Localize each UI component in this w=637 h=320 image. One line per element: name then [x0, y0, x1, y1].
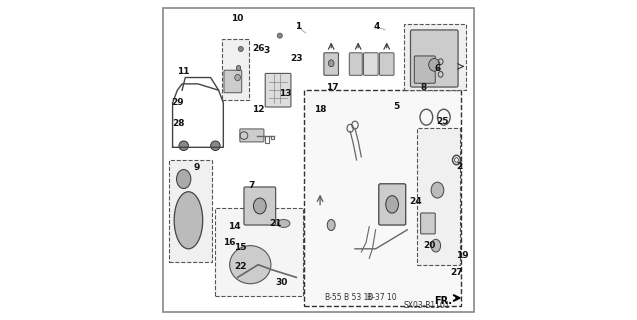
Text: B-55: B-55	[324, 293, 341, 302]
Circle shape	[277, 33, 282, 38]
Text: 9: 9	[193, 164, 199, 172]
Text: 30: 30	[276, 278, 288, 287]
Circle shape	[238, 46, 243, 52]
Ellipse shape	[230, 246, 271, 284]
Ellipse shape	[277, 220, 290, 228]
Ellipse shape	[176, 170, 191, 188]
FancyBboxPatch shape	[215, 208, 303, 296]
Ellipse shape	[328, 60, 334, 67]
Ellipse shape	[429, 59, 440, 71]
Ellipse shape	[235, 74, 240, 81]
Text: 10: 10	[231, 14, 244, 23]
Text: 26: 26	[252, 44, 264, 53]
Text: 20: 20	[424, 241, 436, 250]
Text: 7: 7	[248, 181, 255, 190]
Text: 16: 16	[224, 238, 236, 247]
Text: 12: 12	[252, 105, 264, 114]
Text: 19: 19	[457, 251, 469, 260]
Text: B-37 10: B-37 10	[367, 293, 397, 302]
FancyBboxPatch shape	[379, 184, 406, 225]
Text: SX03-B1101: SX03-B1101	[403, 301, 450, 310]
FancyBboxPatch shape	[169, 160, 212, 261]
FancyBboxPatch shape	[364, 53, 378, 75]
Text: 5: 5	[393, 101, 399, 111]
FancyBboxPatch shape	[244, 187, 276, 225]
Text: 29: 29	[171, 99, 183, 108]
FancyBboxPatch shape	[163, 8, 474, 312]
Text: 6: 6	[434, 63, 441, 73]
FancyBboxPatch shape	[240, 129, 264, 142]
Text: 21: 21	[269, 219, 282, 228]
Text: 2: 2	[457, 162, 463, 171]
Text: 1: 1	[295, 22, 301, 31]
FancyBboxPatch shape	[265, 73, 291, 107]
Text: 17: 17	[327, 83, 339, 92]
FancyBboxPatch shape	[404, 24, 466, 90]
Ellipse shape	[431, 182, 444, 198]
FancyBboxPatch shape	[349, 53, 362, 75]
Text: 14: 14	[228, 222, 241, 231]
Circle shape	[211, 141, 220, 150]
Circle shape	[179, 141, 189, 150]
Text: 28: 28	[173, 119, 185, 128]
Text: 8: 8	[420, 83, 426, 92]
FancyBboxPatch shape	[222, 39, 248, 100]
FancyBboxPatch shape	[414, 56, 435, 83]
Text: FR.: FR.	[434, 296, 452, 306]
FancyBboxPatch shape	[420, 213, 435, 234]
Ellipse shape	[386, 196, 398, 213]
Ellipse shape	[236, 66, 241, 70]
Text: 3: 3	[263, 46, 269, 55]
Text: 13: 13	[279, 89, 292, 98]
Text: 23: 23	[290, 54, 303, 63]
FancyBboxPatch shape	[224, 70, 241, 93]
Text: 4: 4	[374, 22, 380, 31]
Ellipse shape	[431, 239, 441, 252]
Text: 25: 25	[436, 117, 448, 126]
Text: 22: 22	[234, 262, 247, 271]
FancyBboxPatch shape	[324, 53, 338, 75]
Text: B 53 10: B 53 10	[343, 293, 373, 302]
Text: 27: 27	[450, 268, 463, 277]
Ellipse shape	[327, 220, 335, 231]
Text: 15: 15	[234, 243, 247, 252]
Text: 24: 24	[409, 197, 422, 206]
FancyBboxPatch shape	[417, 128, 460, 265]
Ellipse shape	[254, 198, 266, 214]
Text: 11: 11	[178, 67, 190, 76]
FancyBboxPatch shape	[380, 53, 394, 75]
FancyBboxPatch shape	[410, 30, 458, 87]
FancyBboxPatch shape	[304, 90, 461, 306]
Text: 18: 18	[314, 105, 326, 114]
Ellipse shape	[174, 192, 203, 249]
